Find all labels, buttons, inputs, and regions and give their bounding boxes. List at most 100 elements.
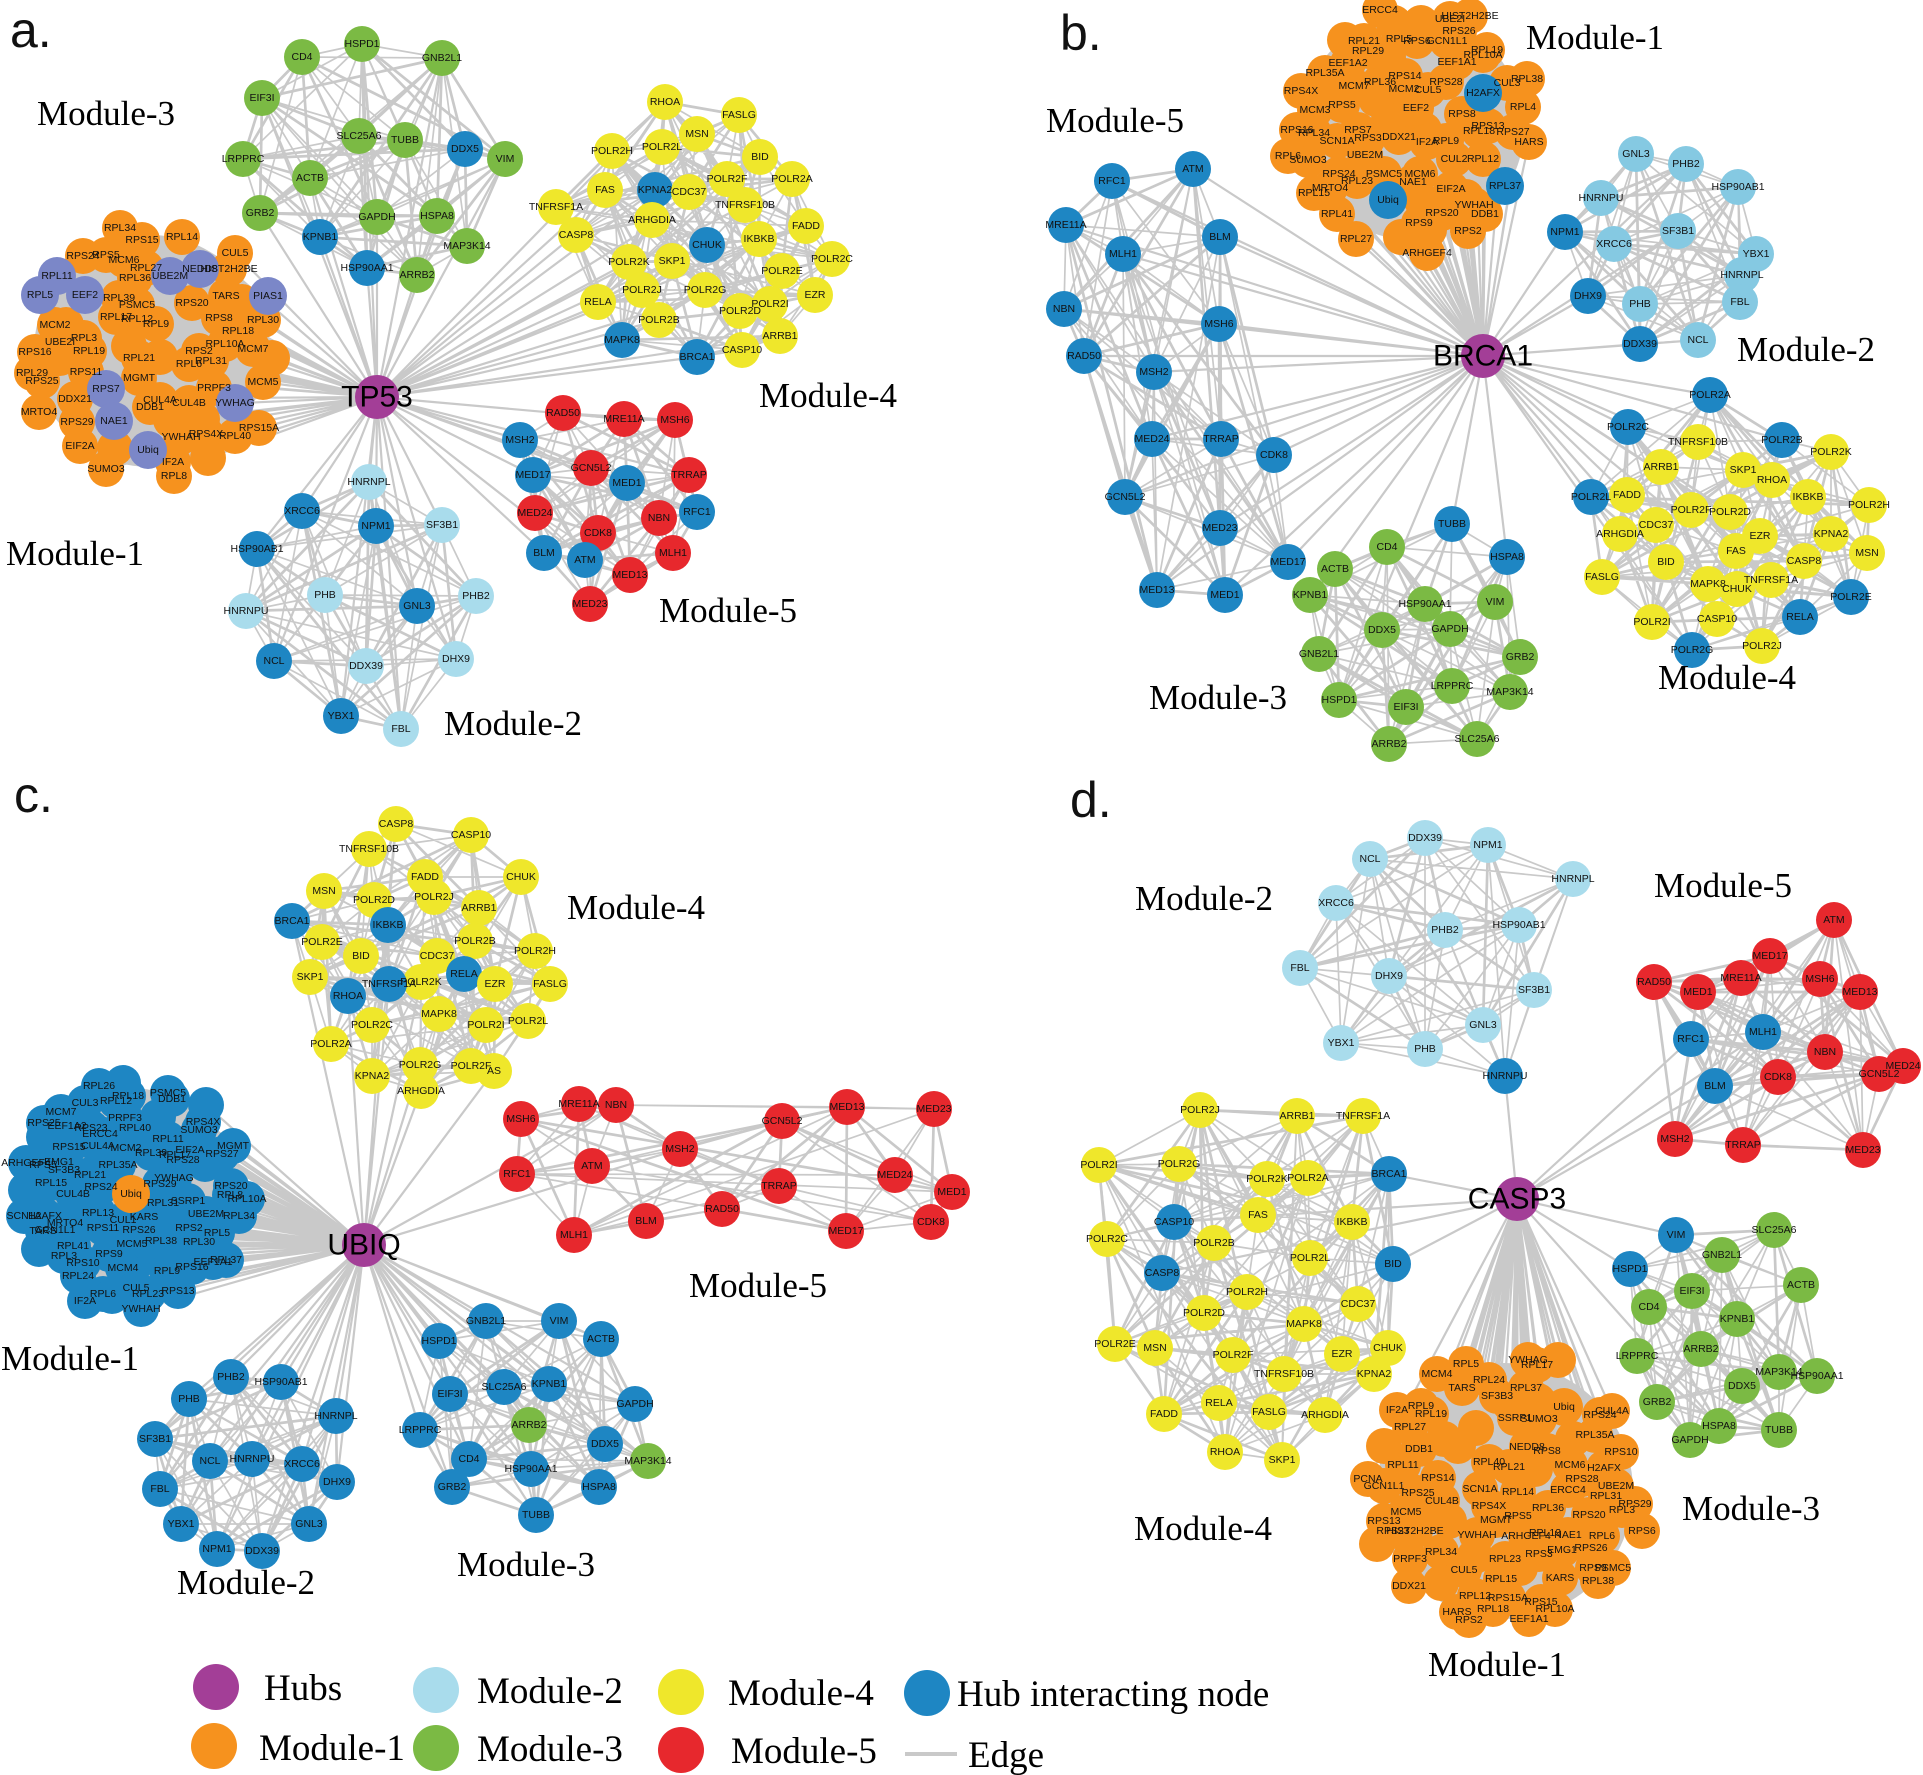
svg-text:POLR2K: POLR2K [1810,446,1851,458]
svg-text:a.: a. [10,2,52,58]
svg-text:EEF2: EEF2 [72,289,98,301]
svg-text:CUL4B: CUL4B [1425,1495,1459,1507]
svg-text:POLR2B: POLR2B [638,314,679,326]
svg-text:GCN5L2: GCN5L2 [571,462,612,474]
svg-text:ARHGEF4: ARHGEF4 [1402,247,1452,259]
svg-text:DDX39: DDX39 [1623,338,1657,350]
svg-text:CDK8: CDK8 [1764,1071,1792,1083]
svg-text:GAPDH: GAPDH [616,1398,653,1410]
svg-text:MAP3K14: MAP3K14 [443,240,490,252]
svg-text:POLR2F: POLR2F [707,173,748,185]
svg-text:RPL31: RPL31 [1590,1490,1622,1502]
svg-text:MCM6: MCM6 [1405,168,1436,180]
svg-text:POLR2F: POLR2F [451,1060,492,1072]
svg-text:PSMC5: PSMC5 [1595,1562,1631,1574]
svg-text:RPL5: RPL5 [1453,1358,1479,1370]
svg-text:FASLG: FASLG [1252,1406,1286,1418]
svg-text:ARRB2: ARRB2 [399,269,434,281]
svg-text:RPL38: RPL38 [145,1235,177,1247]
svg-text:DHX9: DHX9 [323,1476,351,1488]
svg-text:TRRAP: TRRAP [1203,433,1239,445]
svg-text:RPS2: RPS2 [1455,1614,1483,1626]
svg-text:EIF3I: EIF3I [1679,1285,1704,1297]
svg-text:KPNA2: KPNA2 [638,184,673,196]
svg-text:RPS14: RPS14 [1388,70,1421,82]
svg-text:DDB1: DDB1 [158,1093,186,1105]
svg-text:FAS: FAS [1248,1209,1268,1221]
svg-text:NPM1: NPM1 [1550,226,1579,238]
svg-text:VIM: VIM [1667,1229,1686,1241]
svg-text:NCL: NCL [1359,853,1380,865]
svg-text:CD4: CD4 [458,1453,479,1465]
svg-text:POLR2J: POLR2J [622,284,662,296]
svg-text:MRE11A: MRE11A [1045,219,1086,231]
svg-text:RPL36: RPL36 [1532,1502,1564,1514]
svg-text:ARHGDIA: ARHGDIA [397,1085,445,1097]
svg-text:MED17: MED17 [515,469,550,481]
svg-text:RPL39: RPL39 [135,1147,167,1159]
svg-text:RPL38: RPL38 [1511,73,1543,85]
svg-text:KARS: KARS [1546,1572,1575,1584]
svg-text:GNB2L1: GNB2L1 [1299,648,1339,660]
svg-text:LRPPRC: LRPPRC [399,1424,442,1436]
svg-text:SKP1: SKP1 [1269,1454,1296,1466]
svg-text:RHOA: RHOA [1757,474,1787,486]
svg-text:RPL24: RPL24 [62,1270,94,1282]
svg-text:HIST2H2BE: HIST2H2BE [1441,10,1498,22]
svg-text:MAPK8: MAPK8 [1690,578,1726,590]
svg-text:RELA: RELA [584,296,611,308]
svg-text:YWHAH: YWHAH [161,431,200,443]
svg-text:POLR2J: POLR2J [1180,1104,1220,1116]
svg-text:RPL36: RPL36 [119,272,151,284]
svg-text:RPL13: RPL13 [1529,1527,1561,1539]
svg-text:KPNA2: KPNA2 [1814,528,1849,540]
svg-text:POLR2A: POLR2A [771,173,812,185]
svg-text:SF3B3: SF3B3 [1481,1390,1513,1402]
svg-text:Module-4: Module-4 [1658,658,1796,697]
svg-text:RELA: RELA [1786,611,1813,623]
svg-text:DDB1: DDB1 [136,401,164,413]
svg-text:RPS15: RPS15 [52,1141,85,1153]
svg-text:BLM: BLM [635,1215,657,1227]
svg-text:VIM: VIM [550,1315,569,1327]
svg-text:PSMC5: PSMC5 [150,1087,186,1099]
svg-text:RPL27: RPL27 [130,262,162,274]
svg-text:RPL21: RPL21 [1348,35,1380,47]
svg-text:MSH6: MSH6 [660,414,689,426]
svg-text:Module-4: Module-4 [567,888,705,927]
svg-text:PRPF3: PRPF3 [197,382,231,394]
svg-text:RPL15: RPL15 [35,1177,67,1189]
svg-text:TNFRSF1A: TNFRSF1A [1336,1110,1390,1122]
svg-text:GCN1L1: GCN1L1 [35,1224,76,1236]
svg-text:RPS15: RPS15 [1524,1596,1557,1608]
svg-text:MAP3K14: MAP3K14 [1755,1366,1802,1378]
svg-text:RPL14: RPL14 [1502,1486,1534,1498]
svg-text:MCM5: MCM5 [1391,1506,1422,1518]
svg-text:RPS4X: RPS4X [1472,1500,1506,1512]
svg-text:RAD50: RAD50 [546,407,580,419]
svg-text:RPL5: RPL5 [1386,33,1412,45]
svg-text:MSN: MSN [1143,1342,1166,1354]
svg-text:NCL: NCL [1687,334,1708,346]
svg-text:ACTB: ACTB [1787,1279,1815,1291]
svg-text:TUBB: TUBB [522,1509,550,1521]
svg-text:RPS28: RPS28 [1565,1473,1598,1485]
svg-text:RPS5: RPS5 [1328,99,1356,111]
svg-text:RPL29: RPL29 [16,367,48,379]
svg-text:Module-3: Module-3 [37,94,175,133]
svg-text:KPNB1: KPNB1 [303,231,338,243]
svg-text:YBX1: YBX1 [328,710,355,722]
svg-text:EEF1A1: EEF1A1 [1509,1613,1548,1625]
svg-text:RPL26: RPL26 [83,1080,115,1092]
svg-text:DDX5: DDX5 [1368,624,1396,636]
svg-text:MCM7: MCM7 [1339,80,1370,92]
svg-text:RPL39: RPL39 [103,292,135,304]
svg-text:CD4: CD4 [1376,541,1397,553]
svg-text:DDB1: DDB1 [1471,208,1499,220]
svg-text:RPS26: RPS26 [1442,25,1475,37]
svg-text:LRPPRC: LRPPRC [1431,680,1474,692]
svg-text:PHB: PHB [1414,1043,1436,1055]
svg-text:PHB2: PHB2 [1431,924,1459,936]
svg-text:ARRB2: ARRB2 [1371,738,1406,750]
svg-text:CHUK: CHUK [1722,583,1752,595]
